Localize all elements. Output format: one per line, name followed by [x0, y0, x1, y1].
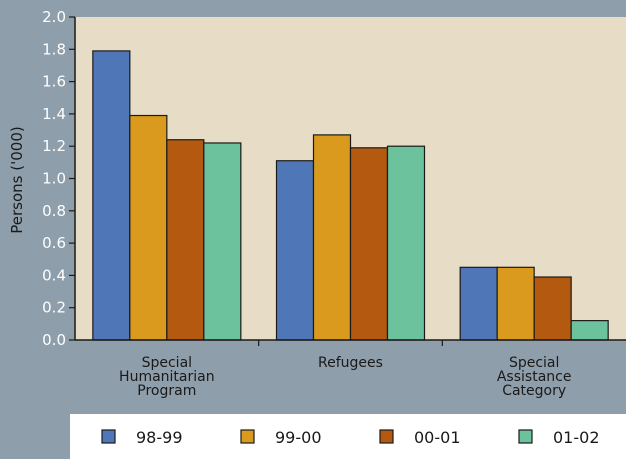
legend-label: 98-99 — [136, 428, 183, 447]
y-tick-label: 0.8 — [42, 202, 66, 220]
legend-box — [70, 414, 626, 459]
bar-99-00-1 — [312, 134, 352, 341]
legend: 98-99 99-00 00-01 01-02 — [70, 414, 626, 459]
y-tick-label: 0.2 — [42, 299, 66, 317]
y-tick-label: 1.8 — [42, 40, 66, 58]
bar-99-00-0 — [129, 114, 168, 341]
y-tick-label: 0.0 — [42, 331, 66, 349]
bar-01-02-2 — [570, 320, 609, 341]
legend-label: 99-00 — [275, 428, 322, 447]
legend-label: 00-01 — [414, 428, 461, 447]
legend-swatch-98-99 — [101, 429, 116, 444]
bar-98-99-1 — [275, 160, 315, 341]
bars-group — [92, 50, 609, 341]
bar-01-02-0 — [203, 142, 242, 341]
y-tick-label: 1.6 — [42, 73, 66, 91]
legend-swatch-99-00 — [240, 429, 255, 444]
category-label: Special — [142, 355, 192, 371]
bar-01-02-1 — [386, 145, 426, 341]
y-tick-label: 0.4 — [42, 266, 66, 284]
category-label: Special — [509, 355, 559, 371]
bar-99-00-2 — [496, 266, 535, 341]
category-label: Program — [137, 383, 196, 399]
y-tick-label: 0.6 — [42, 234, 66, 252]
category-label: Assistance — [497, 369, 572, 385]
y-axis: 0.0 0.2 0.4 0.6 0.8 1.0 1.2 1.4 1.6 1.8 2.0 — [42, 8, 76, 349]
bar-00-01-0 — [166, 139, 205, 341]
y-tick-label: 1.4 — [42, 105, 66, 123]
category-label: Category — [502, 383, 566, 399]
category-label: Humanitarian — [119, 369, 215, 385]
bar-98-99-2 — [459, 266, 498, 341]
legend-swatch-00-01 — [379, 429, 394, 444]
category-label: Refugees — [318, 355, 383, 371]
bar-98-99-0 — [92, 50, 131, 341]
y-axis-label: Persons ('000) — [8, 126, 26, 233]
bar-00-01-1 — [349, 147, 389, 341]
y-tick-label: 2.0 — [42, 8, 66, 26]
legend-label: 01-02 — [553, 428, 600, 447]
y-tick-label: 1.2 — [42, 137, 66, 155]
legend-swatch-01-02 — [518, 429, 533, 444]
bar-00-01-2 — [533, 276, 572, 341]
y-tick-label: 1.0 — [42, 170, 66, 188]
